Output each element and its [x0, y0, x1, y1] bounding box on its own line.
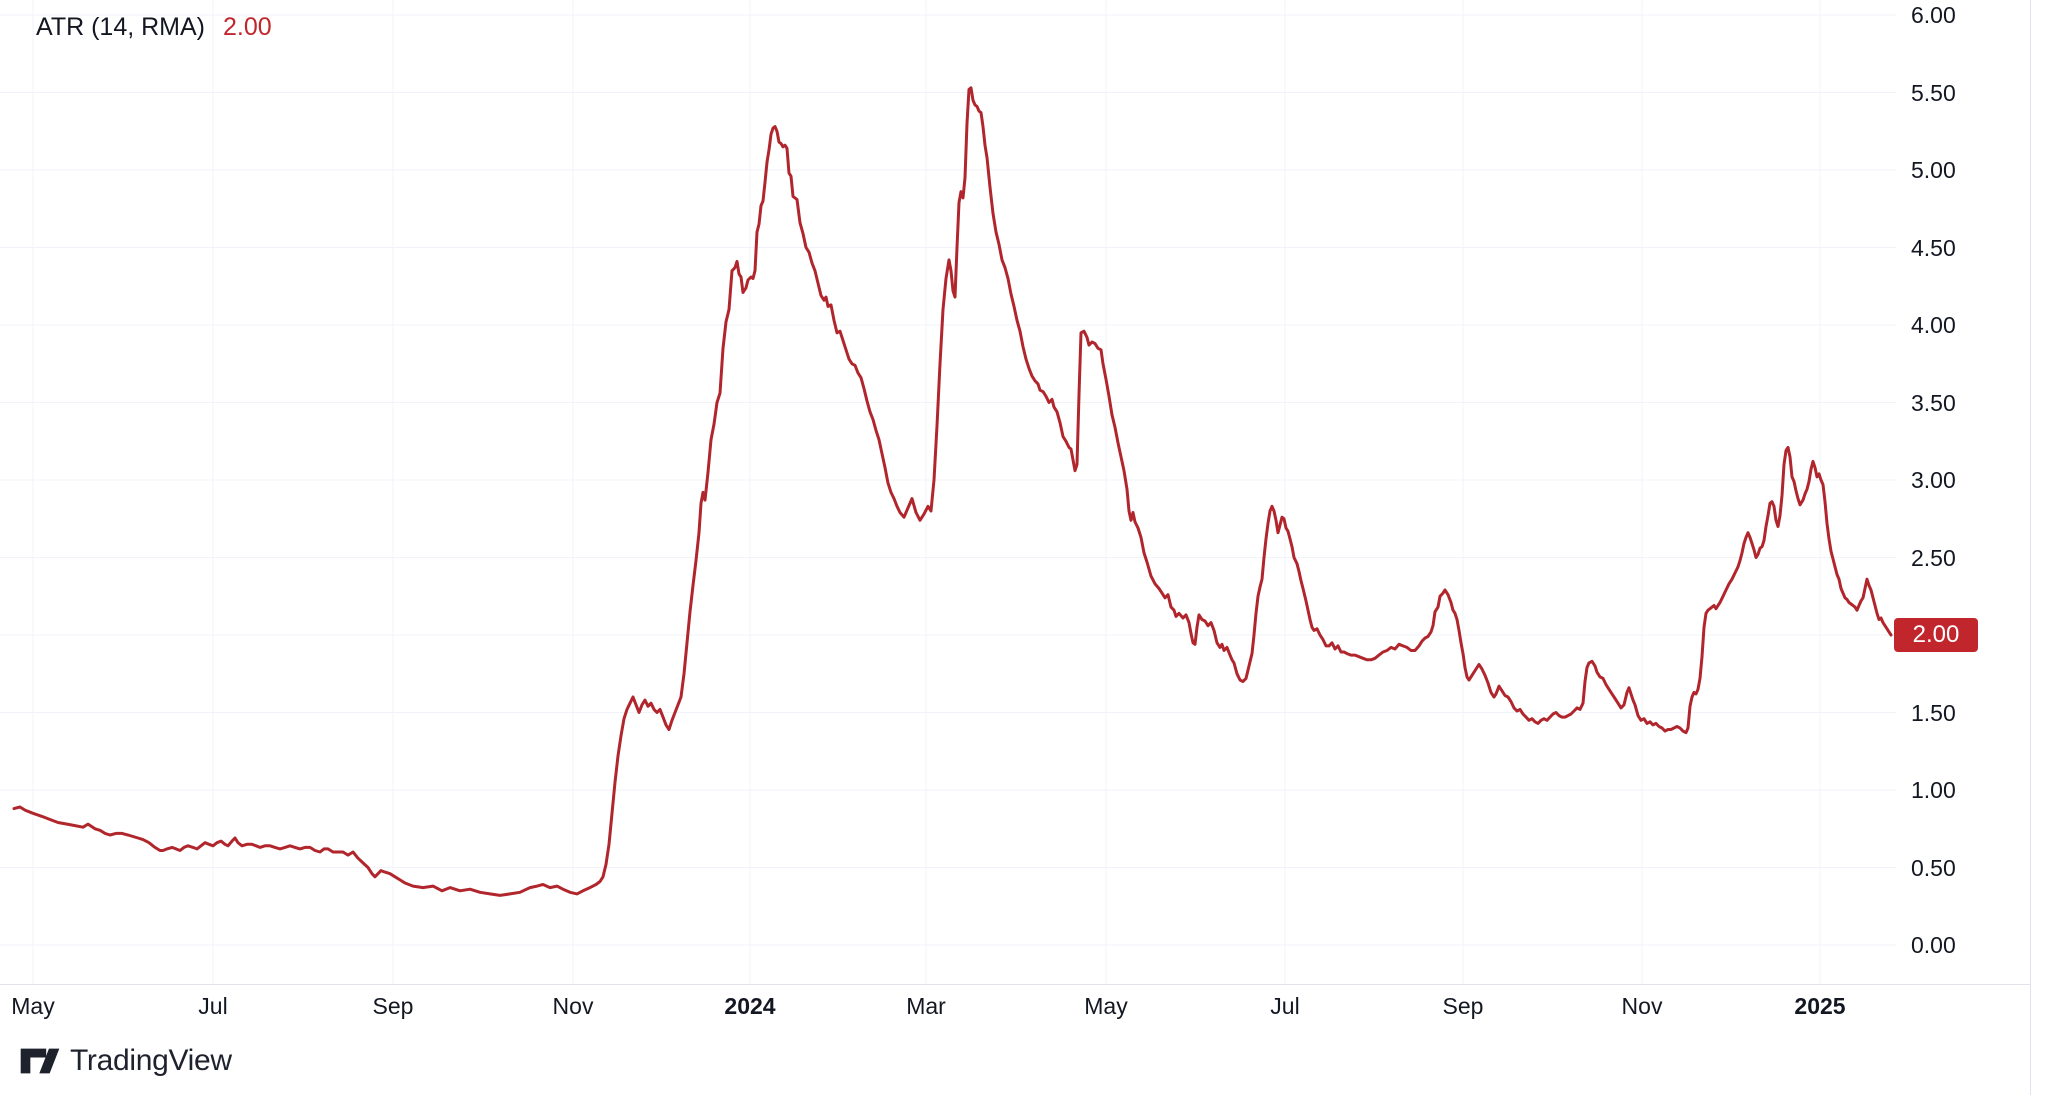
price-axis-label: 3.50	[1911, 389, 1956, 416]
tradingview-logo-icon	[20, 1048, 60, 1074]
price-axis-label: 0.50	[1911, 854, 1956, 881]
indicator-legend: ATR (14, RMA) 2.00	[36, 12, 272, 42]
price-axis-label: 1.00	[1911, 777, 1956, 803]
indicator-title[interactable]: ATR (14, RMA)	[36, 13, 205, 41]
time-axis-label: Jul	[198, 993, 228, 1019]
time-axis-label: May	[1084, 993, 1128, 1019]
tradingview-logo-text: TradingView	[70, 1044, 232, 1077]
time-axis-label: 2025	[1794, 993, 1846, 1019]
price-axis-label: 4.00	[1911, 312, 1956, 338]
time-axis-label: May	[11, 993, 55, 1019]
time-axis-label: Jul	[1270, 993, 1300, 1019]
price-axis-label: 0.00	[1911, 932, 1956, 958]
price-axis-label: 4.50	[1911, 234, 1956, 261]
price-axis-label: 3.00	[1911, 467, 1956, 493]
last-value-badge: 2.00	[1894, 618, 1978, 652]
atr-series-line	[12, 86, 1893, 897]
price-axis-label: 5.50	[1911, 79, 1956, 106]
time-axis-label: Sep	[372, 993, 414, 1019]
time-axis-label: Nov	[1621, 993, 1663, 1019]
indicator-value: 2.00	[223, 13, 272, 41]
time-axis-label: Sep	[1442, 993, 1484, 1019]
price-axis-label: 1.50	[1911, 699, 1956, 726]
chart-gridlines	[0, 0, 1896, 984]
price-axis-label: 6.00	[1911, 2, 1956, 28]
tradingview-logo[interactable]: TradingView	[20, 1044, 232, 1078]
time-axis-label: Mar	[906, 993, 946, 1019]
price-axis-right-border	[2030, 0, 2031, 1095]
last-value-badge-text: 2.00	[1912, 621, 1960, 648]
price-axis-label: 5.00	[1911, 157, 1956, 183]
time-axis-label: Nov	[552, 993, 594, 1019]
time-axis-border	[0, 984, 2030, 985]
time-axis-label: 2024	[724, 993, 776, 1019]
price-axis-label: 2.50	[1911, 544, 1956, 571]
price-chart-plot[interactable]	[0, 0, 2048, 984]
